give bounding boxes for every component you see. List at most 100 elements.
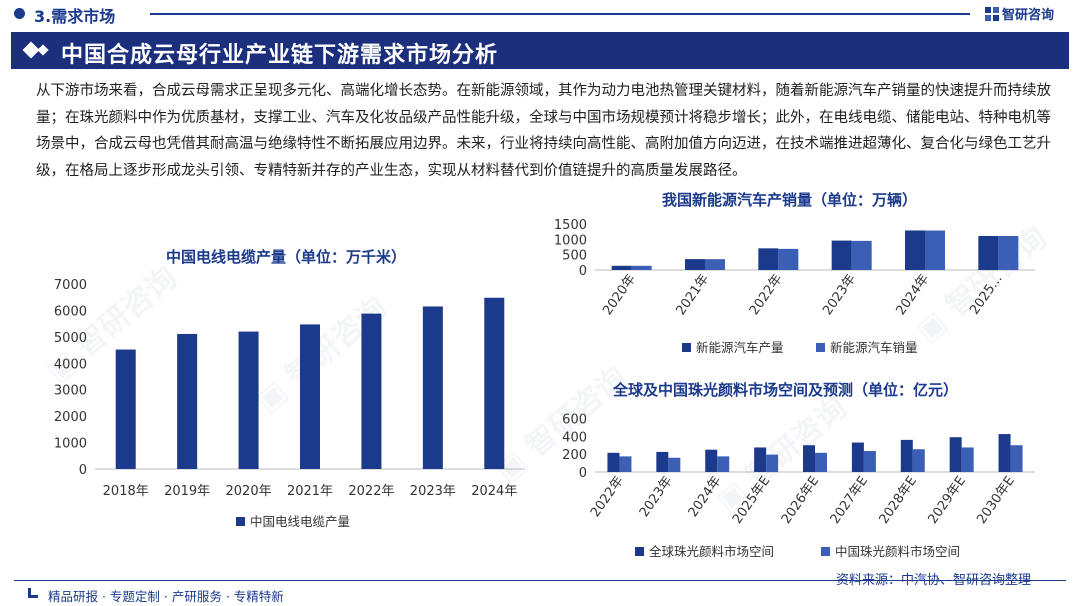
- corner-icon: [28, 588, 38, 598]
- legend-swatch: [236, 517, 245, 526]
- bar-pearl-0: [803, 445, 815, 472]
- x-tick-label: 2023年: [820, 272, 859, 318]
- chart-title-nev: 我国新能源汽车产销量（单位：万辆）: [662, 191, 918, 209]
- bar-nev-0: [831, 240, 852, 270]
- brand-logo-icon: [985, 7, 999, 21]
- bar-pearl-0: [705, 449, 718, 472]
- y-tick-label: 0: [579, 264, 587, 279]
- bar-nev-0: [905, 230, 925, 270]
- y-tick-label: 1500: [554, 218, 587, 233]
- bar-nev-0: [758, 248, 779, 270]
- x-tick-label: 2020年: [600, 272, 639, 318]
- legend-label: 全球珠光颜料市场空间: [649, 544, 774, 559]
- brand: 智研咨询: [985, 4, 1054, 23]
- title-bar: 中国合成云母行业产业链下游需求市场分析: [11, 32, 1069, 69]
- footer-tagline: 精品研报 · 专题定制 · 产研服务 · 专精特新: [48, 589, 284, 604]
- x-tick-label: 2028年E: [877, 474, 920, 527]
- y-tick-label: 1000: [54, 437, 87, 452]
- bar-cable-0: [300, 324, 320, 469]
- y-tick-label: 0: [79, 463, 87, 478]
- bar-pearl-1: [912, 449, 925, 472]
- x-tick-label: 2019年: [164, 484, 210, 499]
- x-tick-label: 2027年E: [828, 474, 871, 527]
- bullet-icon: [14, 8, 25, 19]
- bar-pearl-1: [1010, 445, 1023, 472]
- header-divider: [150, 13, 970, 15]
- x-tick-label: 2022年: [348, 484, 394, 499]
- x-tick-label: 2024年: [686, 474, 725, 520]
- chart-title-cable: 中国电线电缆产量（单位：万千米）: [166, 248, 407, 266]
- x-tick-label: 2021年: [674, 272, 713, 318]
- legend-label: 新能源汽车产量: [696, 340, 784, 355]
- bar-cable-0: [177, 333, 198, 469]
- bar-nev-0: [611, 265, 632, 270]
- legend-swatch: [635, 547, 644, 556]
- bar-nev-1: [851, 240, 872, 270]
- x-tick-label: 2021年: [287, 484, 333, 499]
- x-tick-label: 2025...: [967, 272, 1005, 318]
- bar-cable-0: [484, 297, 505, 469]
- y-tick-label: 5000: [54, 331, 87, 346]
- bar-pearl-0: [900, 439, 913, 472]
- legend-label: 中国珠光颜料市场空间: [835, 544, 960, 559]
- y-tick-label: 0: [579, 466, 587, 481]
- x-tick-label: 2024年: [894, 272, 933, 318]
- bar-nev-0: [685, 259, 705, 270]
- legend-swatch: [821, 547, 830, 556]
- x-tick-label: 2022年: [747, 272, 786, 318]
- bar-pearl-0: [754, 447, 767, 472]
- bar-cable-0: [422, 306, 443, 469]
- bar-nev-1: [778, 248, 799, 270]
- x-tick-label: 2023年: [637, 474, 676, 520]
- bar-pearl-0: [656, 451, 669, 472]
- x-tick-label: 2029年E: [926, 474, 969, 527]
- bar-nev-1: [705, 259, 725, 270]
- legend-label: 中国电线电缆产量: [250, 514, 350, 529]
- y-tick-label: 7000: [54, 278, 87, 293]
- bar-nev-1: [998, 235, 1019, 270]
- y-tick-label: 1000: [554, 233, 587, 248]
- bar-cable-0: [238, 331, 259, 469]
- y-tick-label: 200: [562, 448, 587, 463]
- page-title: 中国合成云母行业产业链下游需求市场分析: [61, 43, 499, 68]
- chart-title-pearl: 全球及中国珠光颜料市场空间及预测（单位：亿元）: [613, 381, 959, 399]
- y-tick-label: 4000: [54, 357, 87, 372]
- bar-nev-0: [978, 235, 999, 270]
- bar-pearl-0: [998, 434, 1011, 472]
- y-tick-label: 2000: [54, 410, 87, 425]
- bar-pearl-0: [949, 437, 962, 472]
- footer: 精品研报 · 专题定制 · 产研服务 · 专精特新: [0, 580, 1080, 606]
- summary-paragraph: 从下游市场来看，合成云母需求正呈现多元化、高端化增长态势。在新能源领域，其作为动…: [36, 83, 1051, 179]
- legend-swatch: [816, 343, 825, 352]
- x-tick-label: 2018年: [103, 484, 149, 499]
- x-tick-label: 2023年: [410, 484, 456, 499]
- x-tick-label: 2026年E: [779, 474, 822, 527]
- bar-pearl-1: [815, 452, 827, 472]
- bar-cable-0: [361, 313, 382, 469]
- diamond-icon: [37, 44, 49, 56]
- bar-pearl-1: [766, 454, 779, 472]
- bar-cable-0: [115, 349, 136, 469]
- x-tick-label: 2020年: [226, 484, 272, 499]
- section-title: 3.需求市场: [34, 7, 116, 26]
- bar-pearl-1: [717, 456, 730, 472]
- footer-divider: [14, 580, 1066, 581]
- x-tick-label: 2030年E: [974, 474, 1017, 527]
- bar-pearl-0: [607, 452, 620, 472]
- bar-nev-1: [631, 265, 652, 270]
- bar-pearl-1: [961, 447, 974, 472]
- top-bar: 3.需求市场 智研咨询: [0, 0, 1080, 30]
- brand-name: 智研咨询: [1002, 8, 1055, 23]
- x-tick-label: 2022年: [588, 474, 627, 520]
- bar-pearl-1: [863, 451, 876, 472]
- legend-swatch: [682, 343, 691, 352]
- x-tick-label: 2025年E: [730, 474, 773, 527]
- chart-cable: 0 1000 2000 3000 4000 5000 6000 7000 2018年 2019年 2…: [54, 278, 525, 529]
- y-tick-label: 400: [562, 430, 587, 445]
- y-tick-label: 600: [562, 412, 587, 427]
- y-tick-label: 500: [562, 249, 587, 264]
- x-tick-label: 2024年: [471, 484, 517, 499]
- y-tick-label: 6000: [54, 304, 87, 319]
